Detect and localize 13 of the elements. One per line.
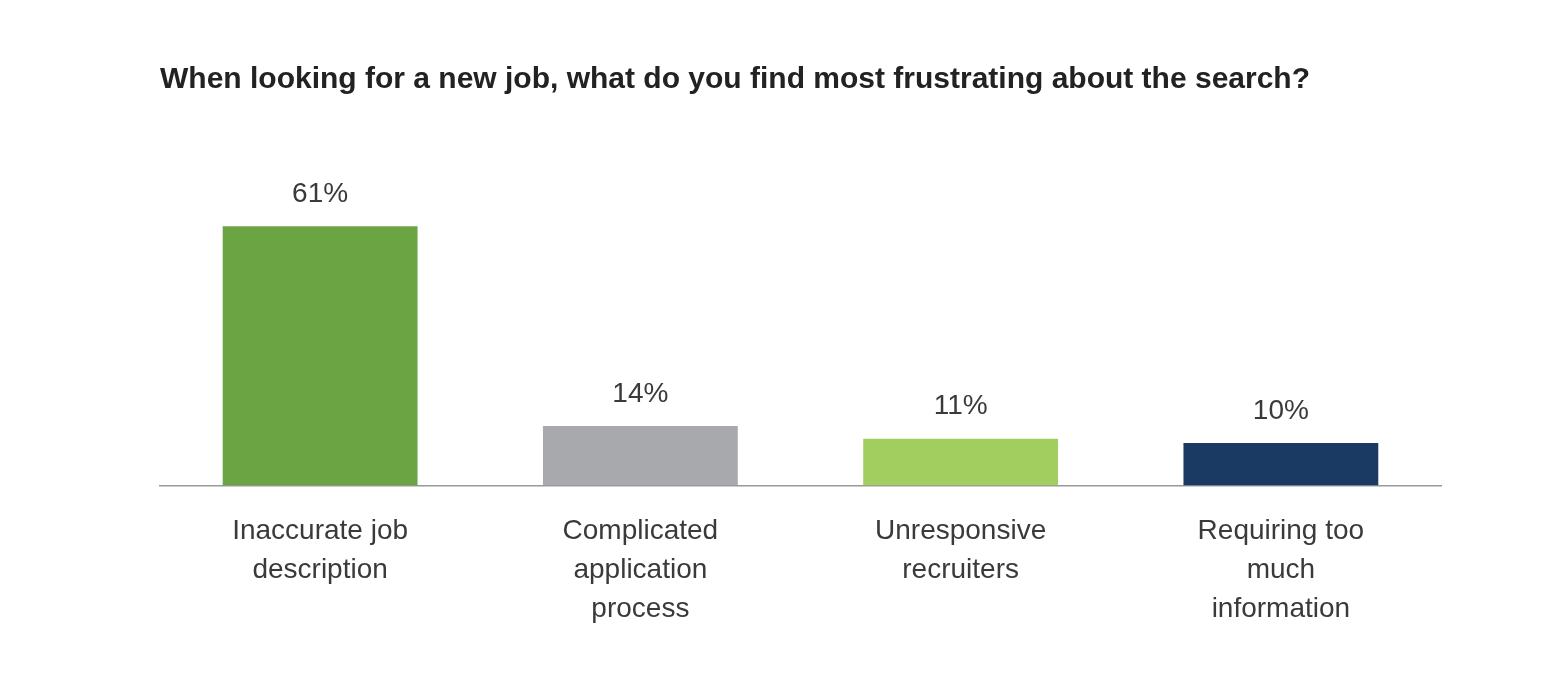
bar	[542, 425, 738, 486]
data-label: 11%	[933, 389, 988, 421]
data-label: 14%	[612, 376, 669, 408]
data-label: 10%	[1252, 393, 1309, 425]
x-tick-label: Complicated application process	[562, 513, 719, 624]
bar	[1183, 442, 1379, 486]
x-tick-label: Unresponsive recruiters	[875, 513, 1047, 584]
bar	[222, 226, 418, 486]
x-tick-label: Requiring too much information	[1197, 513, 1365, 624]
data-label: 61%	[292, 176, 349, 208]
x-tick-label: Inaccurate job description	[232, 513, 409, 584]
bar	[863, 438, 1059, 486]
chart-title: When looking for a new job, what do you find most frustrating about the search?	[160, 61, 1311, 95]
